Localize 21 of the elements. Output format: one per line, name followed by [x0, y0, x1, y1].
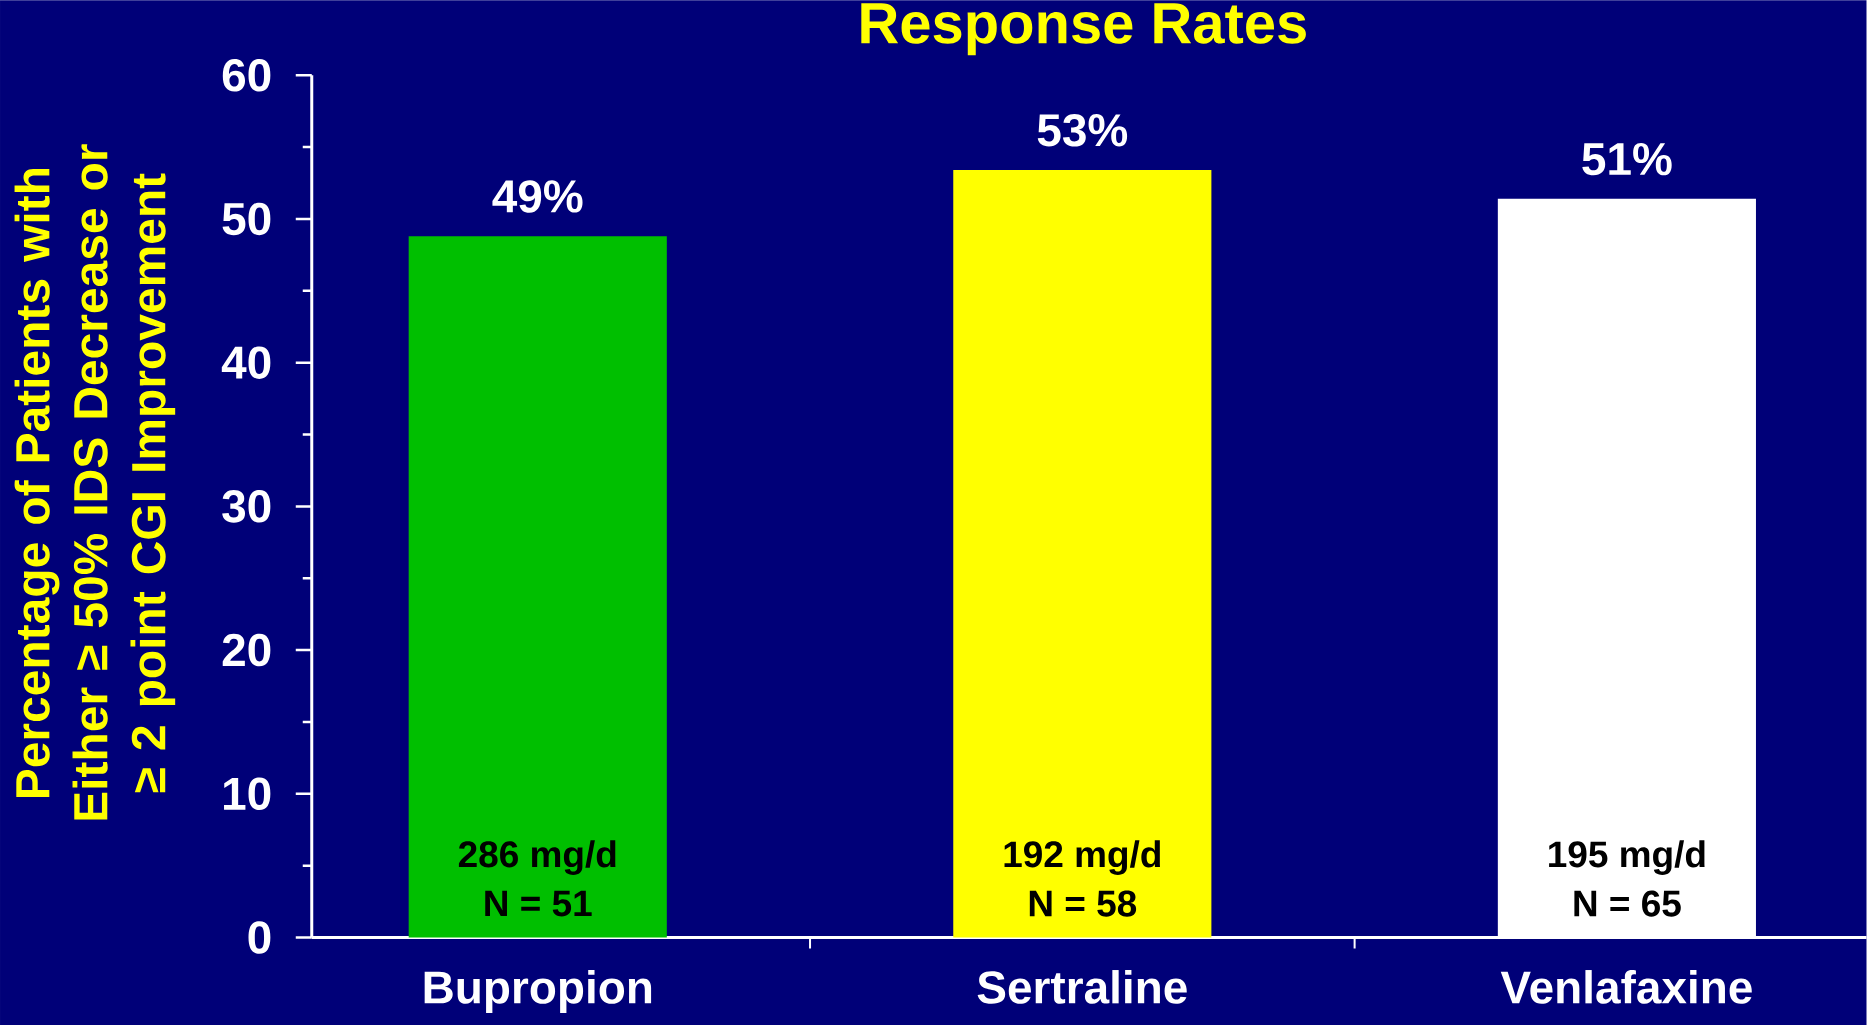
- y-tick-label: 30: [222, 489, 271, 523]
- y-tick-label: 60: [222, 58, 271, 92]
- y-tick-label: 0: [248, 921, 271, 954]
- annotation: N = 65: [1574, 890, 1681, 917]
- y-tick-label: 50: [222, 202, 271, 235]
- data-label: 49%: [492, 179, 583, 213]
- y-tick-label: 20: [222, 633, 271, 667]
- annotation: N = 51: [485, 890, 592, 917]
- chart-title: Response Rates: [861, 3, 1306, 55]
- x-tick-label: Sertraline: [977, 969, 1187, 1004]
- data-label: 53%: [1037, 113, 1128, 147]
- y-tick-label: 40: [221, 346, 271, 379]
- y-tick-label: 10: [224, 777, 271, 810]
- annotation: N = 58: [1029, 890, 1137, 917]
- annotation: 195 mg/d: [1549, 840, 1705, 875]
- data-label: 51%: [1582, 142, 1672, 176]
- annotation: 286 mg/d: [458, 840, 616, 875]
- x-tick-label: Venlafaxine: [1500, 969, 1752, 1004]
- y-axis-title: Percentage of Patients with Either ≥ 50% IDS Decrease or ≥ 2 point CGI Improvement: [14, 143, 176, 820]
- x-tick-label: Bupropion: [424, 969, 652, 1013]
- annotation: 192 mg/d: [1004, 840, 1160, 875]
